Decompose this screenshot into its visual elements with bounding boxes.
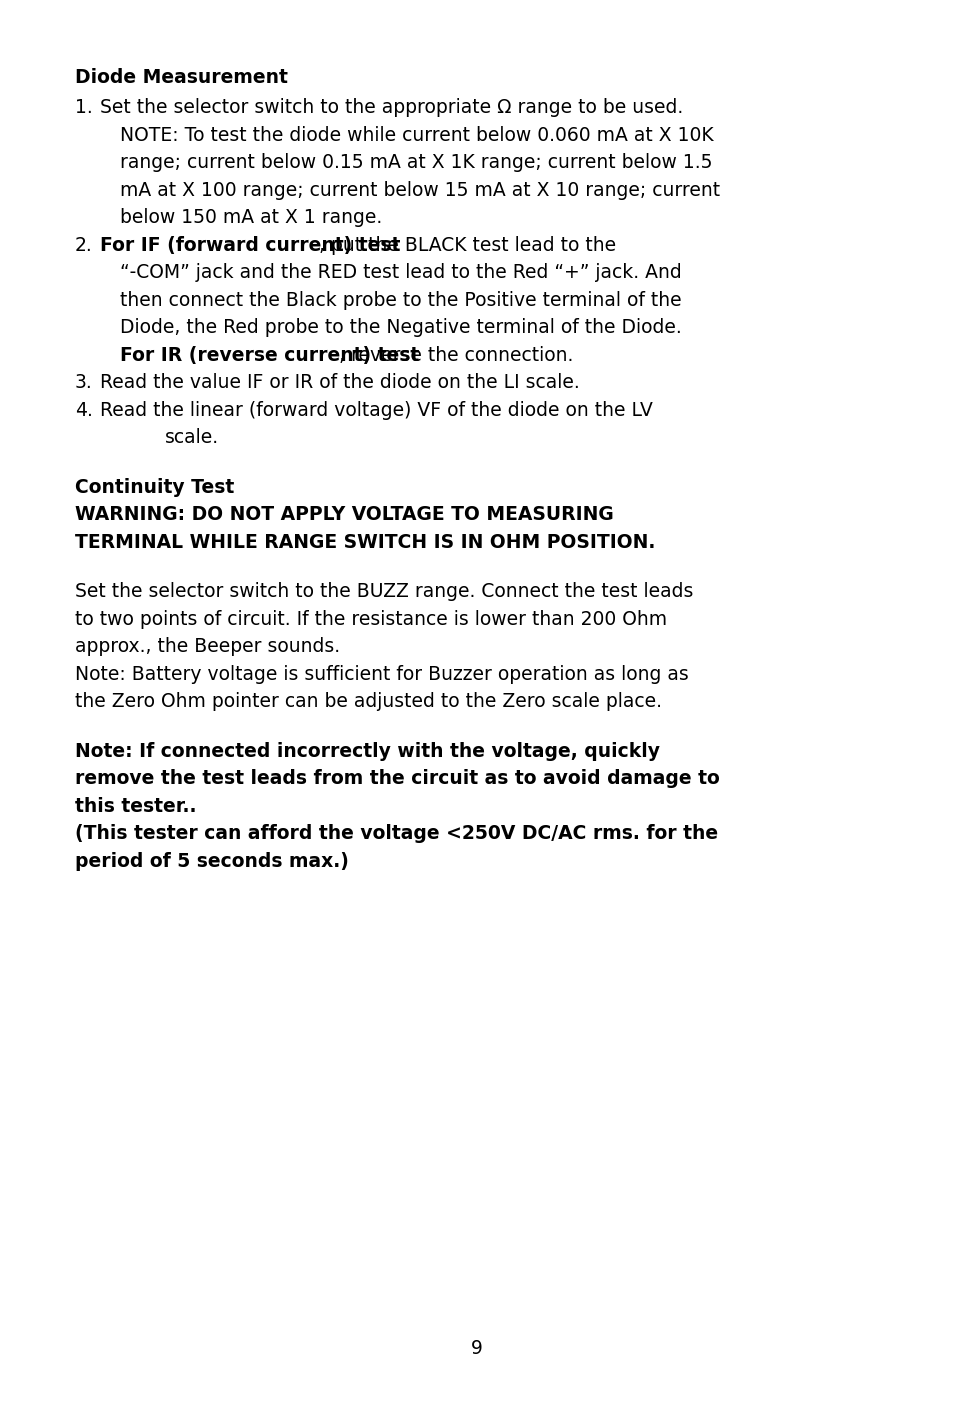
Text: NOTE: To test the diode while current below 0.060 mA at X 10K: NOTE: To test the diode while current be… <box>120 126 713 145</box>
Text: approx., the Beeper sounds.: approx., the Beeper sounds. <box>75 638 340 656</box>
Text: remove the test leads from the circuit as to avoid damage to: remove the test leads from the circuit a… <box>75 770 719 788</box>
Text: (This tester can afford the voltage <250V DC/AC rms. for the: (This tester can afford the voltage <250… <box>75 825 718 843</box>
Text: the Zero Ohm pointer can be adjusted to the Zero scale place.: the Zero Ohm pointer can be adjusted to … <box>75 693 661 711</box>
Text: period of 5 seconds max.): period of 5 seconds max.) <box>75 851 349 871</box>
Text: Diode Measurement: Diode Measurement <box>75 67 288 87</box>
Text: Read the value IF or IR of the diode on the LI scale.: Read the value IF or IR of the diode on … <box>100 374 579 392</box>
Text: Note: If connected incorrectly with the voltage, quickly: Note: If connected incorrectly with the … <box>75 742 659 760</box>
Text: 2.: 2. <box>75 236 92 254</box>
Text: scale.: scale. <box>165 429 219 447</box>
Text: 3.: 3. <box>75 374 92 392</box>
Text: Diode, the Red probe to the Negative terminal of the Diode.: Diode, the Red probe to the Negative ter… <box>120 319 681 337</box>
Text: For IR (reverse current) test: For IR (reverse current) test <box>120 346 418 365</box>
Text: , put the BLACK test lead to the: , put the BLACK test lead to the <box>318 236 616 254</box>
Text: TERMINAL WHILE RANGE SWITCH IS IN OHM POSITION.: TERMINAL WHILE RANGE SWITCH IS IN OHM PO… <box>75 532 655 552</box>
Text: then connect the Black probe to the Positive terminal of the: then connect the Black probe to the Posi… <box>120 291 680 309</box>
Text: WARNING: DO NOT APPLY VOLTAGE TO MEASURING: WARNING: DO NOT APPLY VOLTAGE TO MEASURI… <box>75 506 613 524</box>
Text: For IF (forward current) test: For IF (forward current) test <box>100 236 400 254</box>
Text: range; current below 0.15 mA at X 1K range; current below 1.5: range; current below 0.15 mA at X 1K ran… <box>120 153 712 173</box>
Text: to two points of circuit. If the resistance is lower than 200 Ohm: to two points of circuit. If the resista… <box>75 610 666 629</box>
Text: Continuity Test: Continuity Test <box>75 478 234 497</box>
Text: below 150 mA at X 1 range.: below 150 mA at X 1 range. <box>120 208 382 228</box>
Text: Read the linear (forward voltage) VF of the diode on the LV: Read the linear (forward voltage) VF of … <box>100 400 652 420</box>
Text: Set the selector switch to the BUZZ range. Connect the test leads: Set the selector switch to the BUZZ rang… <box>75 582 693 601</box>
Text: 9: 9 <box>471 1339 482 1359</box>
Text: , reverse the connection.: , reverse the connection. <box>338 346 573 365</box>
Text: Set the selector switch to the appropriate Ω range to be used.: Set the selector switch to the appropria… <box>100 98 682 117</box>
Text: 1.: 1. <box>75 98 92 117</box>
Text: Note: Battery voltage is sufficient for Buzzer operation as long as: Note: Battery voltage is sufficient for … <box>75 665 688 684</box>
Text: this tester..: this tester.. <box>75 797 196 816</box>
Text: 4.: 4. <box>75 400 92 420</box>
Text: “-COM” jack and the RED test lead to the Red “+” jack. And: “-COM” jack and the RED test lead to the… <box>120 263 681 282</box>
Text: mA at X 100 range; current below 15 mA at X 10 range; current: mA at X 100 range; current below 15 mA a… <box>120 181 720 200</box>
